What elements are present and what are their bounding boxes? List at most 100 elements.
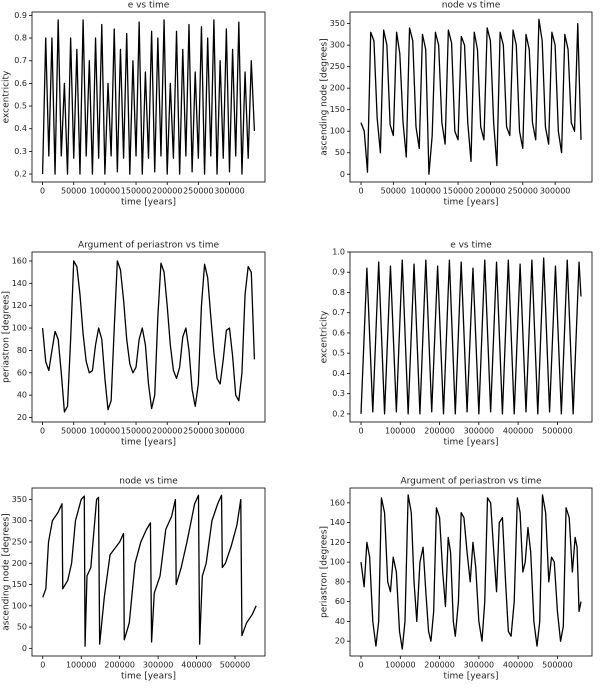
y-axis-label: excentricity [2,70,12,123]
data-line [41,19,256,175]
x-tick-label: 100000 [385,661,416,670]
chart-title: node vs time [119,477,178,487]
y-tick-label: 0.6 [14,79,27,88]
y-tick-label: 80 [335,577,345,586]
y-tick-label: 100 [330,127,345,136]
x-tick-label: 200000 [475,187,506,196]
x-tick-label: 50000 [381,187,406,196]
y-tick-label: 0.3 [14,147,27,156]
y-tick-label: 200 [330,84,345,93]
x-tick-label: 100000 [410,187,441,196]
x-tick-label: 0 [358,187,363,196]
y-tick-label: 50 [17,623,27,632]
plot-frame [31,487,266,657]
y-tick-label: 120 [330,538,345,547]
x-tick-label: 50000 [61,427,86,436]
x-axis-label: time [years] [444,438,499,448]
x-tick-label: 150000 [121,427,152,436]
y-tick-label: 20 [335,637,345,646]
y-tick-label: 0.4 [14,124,27,133]
x-tick-label: 250000 [183,187,214,196]
x-tick-label: 200000 [424,661,455,670]
y-tick-label: 20 [17,413,27,422]
y-tick-label: 350 [330,19,345,28]
x-axis-label: time [years] [121,438,176,448]
y-tick-label: 160 [330,498,345,507]
y-tick-label: 0.5 [14,102,27,111]
y-tick-label: 250 [330,62,345,71]
x-tick-label: 100000 [66,661,97,670]
plot-frame [349,487,593,657]
x-tick-label: 300000 [464,661,495,670]
y-tick-label: 60 [17,368,27,377]
y-tick-label: 140 [330,518,345,527]
chart-title: node vs time [442,1,501,11]
plot-frame [349,11,593,183]
x-tick-label: 300000 [214,427,245,436]
x-tick-label: 300000 [143,661,174,670]
data-line [41,260,256,413]
y-axis-label: ascending node [degrees] [320,38,330,155]
y-tick-label: 300 [12,516,27,525]
plot-frame [349,251,593,423]
y-tick-label: 0.2 [332,409,345,418]
x-tick-label: 200000 [424,427,455,436]
y-tick-label: 80 [17,346,27,355]
y-axis-label: ascending node [degrees] [2,513,12,630]
y-tick-label: 160 [12,256,27,265]
x-axis-label: time [years] [121,198,176,208]
y-tick-label: 0.4 [332,369,345,378]
y-tick-label: 140 [12,279,27,288]
x-tick-label: 150000 [443,187,474,196]
y-tick-label: 0.3 [332,389,345,398]
x-tick-label: 300000 [214,187,245,196]
data-line [42,494,257,647]
x-tick-label: 200000 [104,661,135,670]
y-tick-label: 100 [330,558,345,567]
y-tick-label: 40 [335,617,345,626]
x-tick-label: 0 [40,427,45,436]
data-line [360,257,582,415]
y-tick-label: 350 [12,495,27,504]
x-tick-label: 100000 [90,187,121,196]
y-tick-label: 0.8 [14,34,27,43]
x-tick-label: 0 [358,427,363,436]
y-axis-label: periastron [degrees] [320,526,330,618]
x-tick-label: 100000 [385,427,416,436]
y-tick-label: 0.5 [332,349,345,358]
y-axis-label: periastron [degrees] [2,291,12,383]
y-tick-label: 200 [12,559,27,568]
y-tick-label: 60 [335,597,345,606]
x-tick-label: 300000 [540,187,571,196]
x-tick-label: 200000 [152,187,183,196]
y-tick-label: 0.8 [332,288,345,297]
plot-frame [31,11,266,183]
chart-title: Argument of periastron vs time [78,241,219,251]
x-tick-label: 500000 [542,427,573,436]
y-tick-label: 300 [330,41,345,50]
y-tick-label: 0.6 [332,328,345,337]
chart-title: Argument of periastron vs time [400,477,541,487]
x-tick-label: 400000 [503,661,534,670]
data-line [360,494,582,650]
y-tick-label: 0.7 [332,308,345,317]
y-tick-label: 120 [12,301,27,310]
y-tick-label: 0 [22,644,27,653]
data-line [360,18,582,175]
y-tick-label: 0.7 [14,56,27,65]
y-tick-label: 50 [335,148,345,157]
y-tick-label: 40 [17,391,27,400]
y-tick-label: 150 [330,105,345,114]
x-tick-label: 0 [358,661,363,670]
x-tick-label: 500000 [220,661,251,670]
x-tick-label: 100000 [90,427,121,436]
x-tick-label: 50000 [61,187,86,196]
x-tick-label: 250000 [507,187,538,196]
y-tick-label: 0.9 [14,11,27,20]
y-tick-label: 0.9 [332,268,345,277]
x-tick-label: 0 [40,661,45,670]
y-tick-label: 100 [12,324,27,333]
x-tick-label: 150000 [121,187,152,196]
x-tick-label: 400000 [181,661,212,670]
